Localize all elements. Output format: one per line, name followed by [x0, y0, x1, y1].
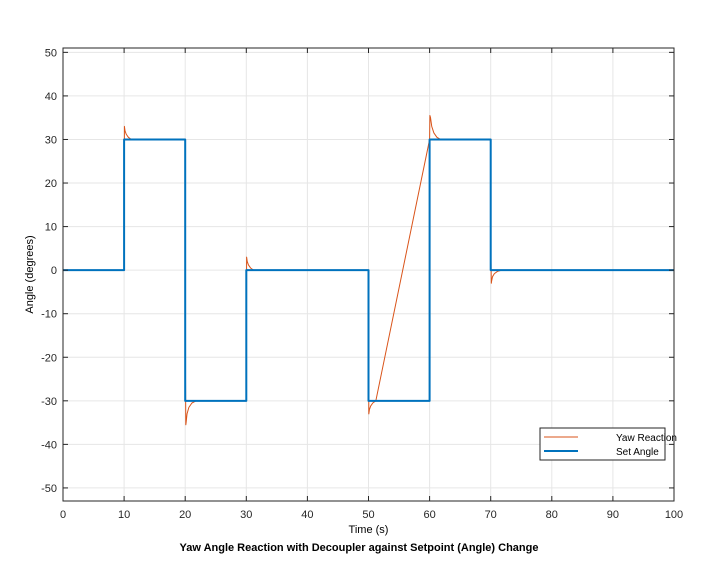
- x-tick-label: 0: [60, 509, 66, 521]
- legend-label-set-angle: Set Angle: [616, 447, 659, 458]
- y-tick-label: -10: [41, 309, 57, 321]
- x-tick-label: 40: [301, 509, 313, 521]
- chart-title: Yaw Angle Reaction with Decoupler agains…: [179, 542, 539, 554]
- y-tick-label: -20: [41, 352, 57, 364]
- series-layer: [63, 115, 674, 426]
- x-tick-label: 80: [546, 509, 558, 521]
- y-tick-label: 20: [45, 178, 57, 190]
- legend-box: [539, 427, 666, 461]
- series-line-set-angle: [63, 138, 674, 402]
- y-tick-label: 30: [45, 134, 57, 146]
- y-tick-label: 0: [51, 265, 57, 277]
- y-axis-label: Angle (degrees): [24, 235, 36, 313]
- x-tick-label: 70: [485, 509, 497, 521]
- x-tick-labels: 0 10 20 30 40 50 60 70 80 90 100: [60, 509, 683, 521]
- tick-marks: [62, 48, 675, 501]
- x-tick-label: 90: [607, 509, 619, 521]
- legend-label-yaw-reaction: Yaw Reaction: [616, 433, 677, 444]
- y-tick-label: -40: [41, 439, 57, 451]
- y-tick-label: -30: [41, 396, 57, 408]
- y-tick-labels: -50 -40 -30 -20 -10 0 10 20 30 40 50: [41, 47, 57, 495]
- y-tick-label: 40: [45, 91, 57, 103]
- x-tick-label: 50: [362, 509, 374, 521]
- x-tick-label: 10: [118, 509, 130, 521]
- y-tick-label: 10: [45, 222, 57, 234]
- y-tick-label: 50: [45, 47, 57, 59]
- x-tick-label: 20: [179, 509, 191, 521]
- x-tick-label: 60: [423, 509, 435, 521]
- legend[interactable]: Yaw Reaction Set Angle: [539, 427, 677, 461]
- x-axis-label: Time (s): [349, 524, 389, 536]
- x-tick-label: 30: [240, 509, 252, 521]
- x-tick-label: 100: [665, 509, 683, 521]
- y-tick-label: -50: [41, 483, 57, 495]
